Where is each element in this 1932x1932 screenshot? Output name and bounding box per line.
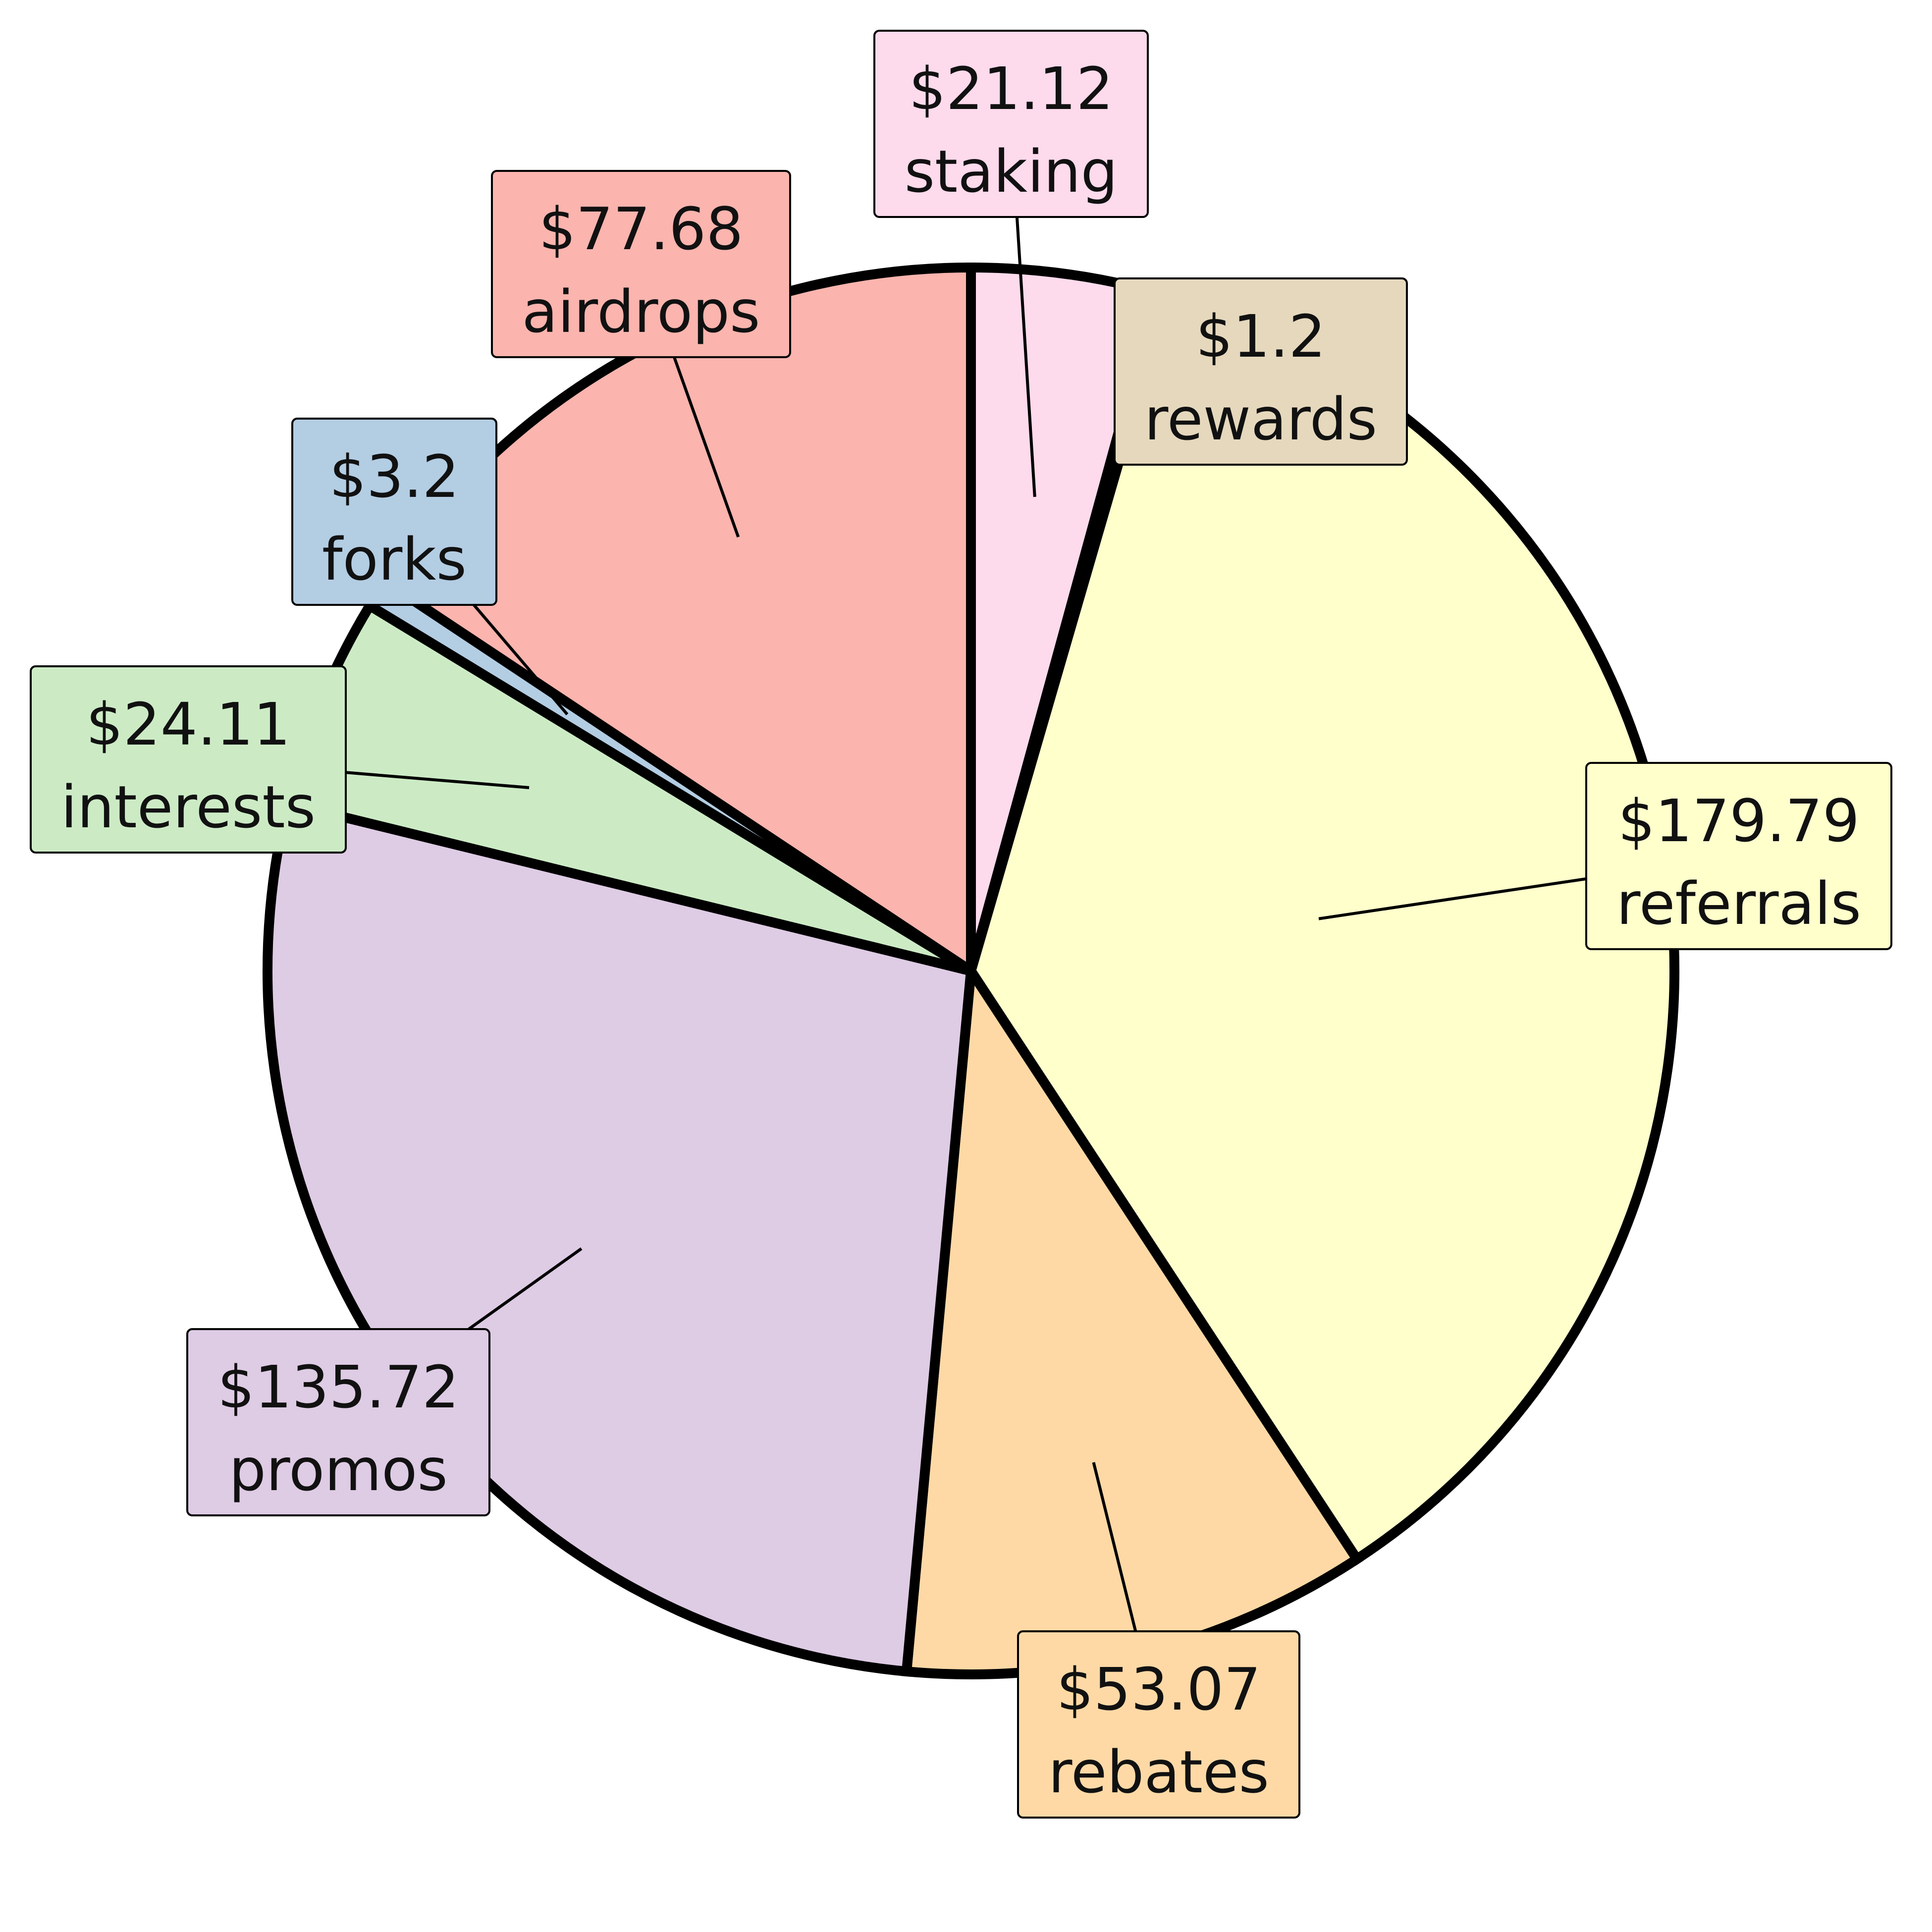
label-box-airdrops (491, 170, 791, 358)
label-box-forks (291, 418, 497, 606)
category-label-promos: promos (229, 1436, 448, 1504)
leader-line-forks (473, 604, 569, 715)
slice-label-airdrops: $77.68 airdrops (491, 170, 791, 358)
category-label-rebates: rebates (1048, 1738, 1269, 1806)
label-box-rebates (1017, 1630, 1300, 1819)
category-label-referrals: referrals (1616, 869, 1861, 938)
slice-labels: $21.12 staking $1.2 rewards $179.79 referrals… (30, 30, 1892, 1819)
slice-label-promos: $135.72 promos (186, 1328, 490, 1516)
slice-label-forks: $3.2 forks (291, 418, 497, 606)
value-label-promos: $135.72 (217, 1353, 459, 1421)
slice-label-interests: $24.11 interests (30, 665, 347, 854)
label-box-interests (30, 665, 347, 854)
category-label-forks: forks (322, 525, 467, 593)
value-label-rebates: $53.07 (1057, 1655, 1261, 1723)
leader-line-rebates (1092, 1462, 1137, 1632)
slice-label-rebates: $53.07 rebates (1017, 1630, 1300, 1819)
value-label-rewards: $1.2 (1196, 302, 1326, 371)
leader-line-airdrops (673, 356, 740, 538)
value-label-interests: $24.11 (86, 690, 291, 758)
slice-label-rewards: $1.2 rewards (1114, 277, 1408, 466)
category-label-interests: interests (61, 773, 316, 841)
label-box-rewards (1114, 277, 1408, 466)
value-label-staking: $21.12 (909, 54, 1114, 123)
leader-lines (345, 216, 1587, 1632)
value-label-forks: $3.2 (329, 442, 460, 511)
leader-line-promos (468, 1247, 583, 1331)
slice-label-staking: $21.12 staking (873, 30, 1149, 218)
category-label-rewards: rewards (1144, 385, 1377, 453)
label-box-promos (186, 1328, 490, 1516)
label-box-referrals (1585, 762, 1892, 950)
category-label-staking: staking (905, 137, 1118, 206)
category-label-airdrops: airdrops (522, 277, 760, 346)
value-label-airdrops: $77.68 (539, 195, 744, 263)
leader-line-interests (345, 771, 530, 789)
leader-line-staking (1015, 216, 1036, 497)
slice-label-referrals: $179.79 referrals (1585, 762, 1892, 950)
label-box-staking (873, 30, 1149, 218)
leader-line-referrals (1318, 877, 1587, 920)
value-label-referrals: $179.79 (1618, 787, 1860, 855)
